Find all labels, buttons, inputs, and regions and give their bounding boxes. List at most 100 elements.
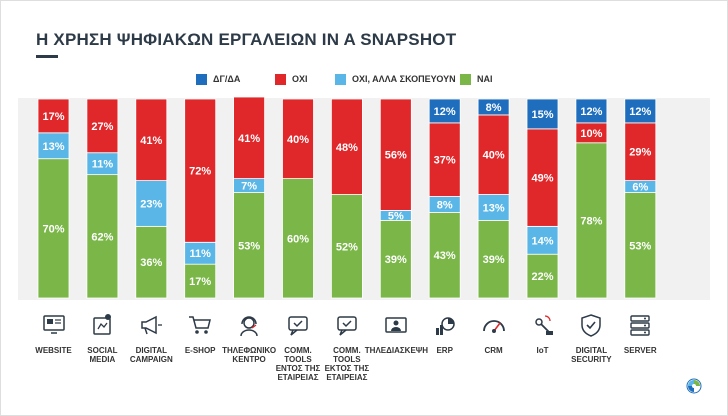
bar-website-series-2	[37, 98, 70, 134]
data-label-crm-series-2: 40%	[483, 150, 505, 162]
chat-check-icon	[337, 316, 357, 336]
bar-digital-campaign-series-1	[135, 180, 168, 227]
legend-label-nai: ΝΑΙ	[477, 74, 493, 84]
legend-item-nai: ΝΑΙ	[460, 72, 493, 86]
data-label-erp-series-1: 8%	[437, 199, 453, 211]
bar-digital-campaign-series-2	[135, 98, 168, 181]
bar-τηλεφωνικο-κεντρο-series-2	[233, 96, 266, 179]
shield-check-icon	[581, 314, 602, 337]
bar-comm-tools-εντος-της-εταιρειας-series-0	[282, 178, 314, 299]
bar-social-media-series-0	[86, 174, 119, 299]
bar-iot-series-2	[526, 128, 559, 227]
category-label-erp: ERP	[436, 346, 453, 355]
bar-digital-security-series-0	[575, 142, 608, 299]
legend-swatch-oxi	[275, 73, 286, 85]
data-label-website-series-1: 13%	[42, 141, 64, 153]
data-label-iot-series-3: 15%	[531, 109, 553, 121]
data-label-crm-series-0: 39%	[483, 254, 505, 266]
category-label-server: SERVER	[623, 346, 657, 355]
bar-server-series-2	[624, 122, 657, 181]
data-label-τηλεδιασκεψη-series-2: 56%	[385, 150, 407, 162]
category-label-digital-security: DIGITAL SECURITY	[571, 346, 612, 364]
bar-crm-series-3	[477, 98, 510, 116]
bar-erp-series-2	[428, 122, 461, 197]
video-conference-icon	[385, 317, 407, 333]
bar-comm-tools-εκτος-της-εταιρειας-series-2	[330, 98, 363, 195]
category-label-comm-tools-εντος-της-εταιρειας: COMM. TOOLS ΕΝΤΟΣ ΤΗΣ ΕΤΑΙΡΕΙΑΣ	[275, 346, 321, 382]
data-label-τηλεφωνικο-κεντρο-series-1: 7%	[241, 181, 257, 193]
data-label-erp-series-2: 37%	[434, 155, 456, 167]
category-label-website: WEBSITE	[35, 346, 72, 355]
bar-website-series-0	[37, 158, 70, 299]
data-label-iot-series-1: 14%	[531, 235, 553, 247]
data-label-τηλεδιασκεψη-series-0: 39%	[385, 254, 407, 266]
category-label-digital-campaign: DIGITAL CAMPAIGN	[129, 346, 173, 364]
data-label-comm-tools-εντος-της-εταιρειας-series-2: 40%	[287, 134, 309, 146]
bar-crm-series-2	[477, 114, 510, 195]
data-label-social-media-series-0: 62%	[91, 231, 113, 243]
data-label-social-media-series-2: 27%	[91, 121, 113, 133]
data-label-erp-series-3: 12%	[434, 106, 456, 118]
bar-τηλεδιασκεψη-series-0	[379, 219, 412, 299]
legend-swatch-nai	[460, 73, 471, 85]
brand-logo-icon	[686, 378, 702, 394]
category-label-e-shop: E-SHOP	[184, 346, 216, 355]
bar-iot-series-3	[526, 98, 559, 130]
data-label-τηλεφωνικο-κεντρο-series-2: 41%	[238, 133, 260, 145]
data-label-server-series-2: 29%	[629, 147, 651, 159]
data-label-e-shop-series-2: 72%	[189, 166, 211, 178]
social-media-icon	[93, 314, 112, 335]
category-label-social-media: SOCIAL MEDIA	[87, 346, 118, 364]
bar-comm-tools-εκτος-της-εταιρειας-series-0	[330, 194, 363, 299]
bar-τηλεφωνικο-κεντρο-series-0	[233, 192, 266, 299]
bar-digital-security-series-3	[575, 98, 608, 124]
legend-label-dgda: ΔΓ/ΔΑ	[213, 74, 241, 84]
gauge-icon	[482, 320, 505, 333]
data-label-server-series-1: 6%	[632, 182, 648, 194]
data-label-digital-security-series-2: 10%	[580, 128, 602, 140]
data-label-social-media-series-1: 11%	[92, 159, 114, 171]
legend-swatch-dgda	[196, 73, 207, 85]
server-icon	[630, 315, 650, 336]
title-underline	[36, 55, 58, 58]
data-label-comm-tools-εκτος-της-εταιρειας-series-2: 48%	[336, 142, 358, 154]
category-label-crm: CRM	[484, 346, 503, 355]
data-label-crm-series-3: 8%	[486, 102, 502, 114]
bar-τηλεδιασκεψη-series-2	[379, 98, 412, 211]
legend-item-oxi: ΟΧΙ	[275, 72, 308, 86]
data-label-digital-security-series-0: 78%	[580, 215, 602, 227]
erp-chart-icon	[435, 317, 455, 335]
chart-title: Η ΧΡΗΣΗ ΨΗΦΙΑΚΩΝ ΕΡΓΑΛΕΙΩΝ IN A SNAPSHOT	[36, 30, 457, 49]
bar-server-series-3	[624, 98, 657, 124]
bar-iot-series-0	[526, 253, 559, 299]
data-label-digital-security-series-3: 12%	[580, 106, 602, 118]
category-label-iot: IoT	[536, 346, 549, 355]
data-label-erp-series-0: 43%	[434, 250, 456, 262]
data-label-crm-series-1: 13%	[483, 202, 505, 214]
bar-erp-series-0	[428, 212, 461, 299]
bar-e-shop-series-0	[184, 263, 217, 299]
bar-social-media-series-2	[86, 98, 119, 154]
bar-comm-tools-εντος-της-εταιρειας-series-2	[282, 98, 314, 179]
chat-check-icon	[288, 316, 308, 336]
data-label-comm-tools-εκτος-της-εταιρειας-series-0: 52%	[336, 241, 358, 253]
monitor-icon	[42, 315, 65, 334]
iot-icon	[534, 315, 553, 335]
bar-erp-series-3	[428, 98, 461, 124]
data-label-digital-campaign-series-0: 36%	[140, 257, 162, 269]
legend: ΔΓ/ΔΑ ΟΧΙ ΟΧΙ, ΑΛΛΑ ΣΚΟΠΕΥΟΥΝ ΝΑΙ	[0, 72, 728, 86]
data-label-server-series-3: 12%	[629, 106, 651, 118]
data-label-website-series-2: 17%	[42, 111, 64, 123]
category-label-τηλεφωνικο-κεντρο: ΤΗΛΕΦΩΝΙΚΟ ΚΕΝΤΡΟ	[222, 346, 277, 364]
data-label-τηλεφωνικο-κεντρο-series-0: 53%	[238, 240, 260, 252]
legend-item-oxi-skopeyoun: ΟΧΙ, ΑΛΛΑ ΣΚΟΠΕΥΟΥΝ	[335, 72, 456, 86]
data-label-server-series-0: 53%	[629, 240, 651, 252]
bar-iot-series-1	[526, 225, 559, 255]
data-label-digital-campaign-series-2: 41%	[140, 135, 162, 147]
data-label-digital-campaign-series-1: 23%	[140, 198, 162, 210]
legend-label-oxi-skopeyoun: ΟΧΙ, ΑΛΛΑ ΣΚΟΠΕΥΟΥΝ	[352, 74, 456, 84]
data-label-iot-series-2: 49%	[531, 173, 553, 185]
category-label-comm-tools-εκτος-της-εταιρειας: COMM. TOOLS ΕΚΤΟΣ ΤΗΣ ΕΤΑΙΡΕΙΑΣ	[324, 346, 370, 382]
data-label-iot-series-0: 22%	[531, 271, 553, 283]
